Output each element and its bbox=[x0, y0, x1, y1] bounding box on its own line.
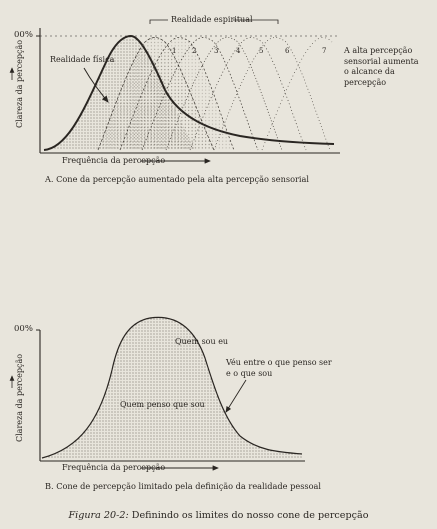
curve-3 bbox=[141, 37, 259, 151]
panel-b-y-top-label: 00% bbox=[14, 324, 33, 334]
spiritual-reality-label: Realidade espiritual bbox=[171, 15, 253, 24]
curve-number-6: 6 bbox=[285, 47, 290, 55]
panel-a-caption: A. Cone da percepção aumentado pela alta… bbox=[45, 174, 310, 184]
curve-number-3: 3 bbox=[214, 47, 219, 55]
who-i-am-label: Quem sou eu bbox=[175, 337, 229, 346]
curve-4 bbox=[165, 37, 283, 151]
panel-b-note-line-1: Véu entre o que penso ser bbox=[226, 358, 332, 367]
curve-2 bbox=[119, 37, 235, 151]
panel-b-y-axis-label: Clareza da percepção bbox=[15, 353, 24, 442]
panel-b-x-axis-label: Frequência da percepção bbox=[62, 463, 166, 472]
figure-title: Figura 20-2: Definindo os limites do nos… bbox=[0, 511, 437, 521]
curve-6 bbox=[213, 37, 331, 151]
panel-b-note: Véu entre o que penso ser e o que sou bbox=[226, 358, 332, 379]
panel-a-diagram bbox=[9, 19, 340, 164]
panel-b-note-line-2: e o que sou bbox=[226, 368, 273, 378]
panel-a-note-line-3: o alcance da bbox=[344, 67, 395, 77]
panel-a-y-axis-label: Clareza da percepção bbox=[15, 39, 24, 128]
curve-number-2: 2 bbox=[192, 47, 197, 55]
curve-number-4: 4 bbox=[236, 47, 241, 55]
figure-number: Figura 20-2: bbox=[68, 510, 129, 521]
panel-a-note-line-4: percepção bbox=[344, 77, 387, 87]
curve-number-7: 7 bbox=[322, 47, 327, 55]
physical-reality-label: Realidade física bbox=[50, 55, 115, 64]
who-i-think-label: Quem penso que sou bbox=[120, 400, 205, 409]
panel-a-note-line-2: sensorial aumenta bbox=[344, 56, 419, 66]
physical-reality-curve bbox=[43, 34, 335, 151]
figure-title-text: Definindo os limites do nosso cone de pe… bbox=[131, 510, 369, 521]
physical-reality-pointer bbox=[83, 67, 109, 103]
veil-pointer bbox=[225, 379, 247, 413]
panel-b-diagram bbox=[9, 316, 305, 471]
perception-cone-curve bbox=[41, 316, 303, 459]
panel-b-caption: B. Cone de percepção limitado pela defin… bbox=[45, 481, 322, 491]
curve-2-fill bbox=[120, 37, 234, 150]
spiritual-reality-bracket bbox=[149, 19, 279, 24]
panel-a-note-line-1: A alta percepção bbox=[344, 46, 413, 55]
perception-curves bbox=[97, 37, 333, 151]
curve-number-5: 5 bbox=[259, 47, 264, 55]
panel-a-note: A alta percepção sensorial aumenta o alc… bbox=[344, 46, 419, 88]
curve-1 bbox=[97, 37, 215, 151]
panel-a-x-axis-label: Frequência da percepção bbox=[62, 156, 166, 165]
curve-number-1: 1 bbox=[172, 47, 177, 55]
perception-cone-fill bbox=[42, 317, 302, 458]
curve-5 bbox=[189, 37, 307, 151]
panel-a-y-top-label: 00% bbox=[14, 30, 33, 40]
